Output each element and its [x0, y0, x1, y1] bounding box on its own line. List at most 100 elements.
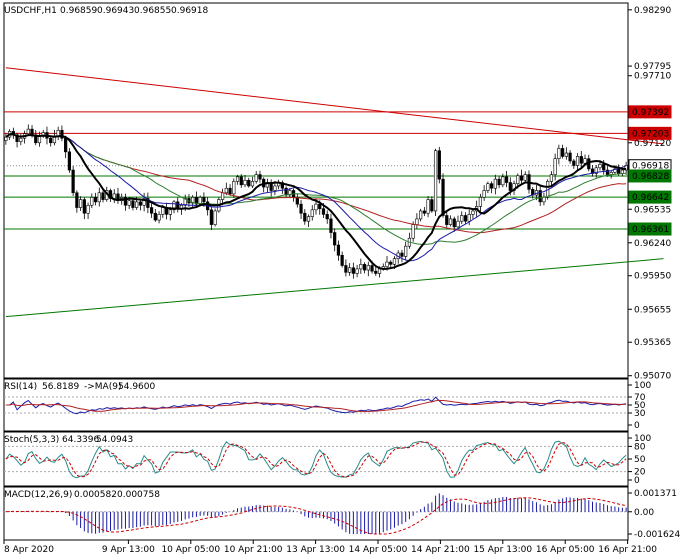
candle-body-50: [191, 197, 195, 204]
candle-body-118: [445, 215, 449, 225]
price-tick-label-12: 0.95950: [634, 272, 671, 282]
candle-body-19: [75, 192, 79, 208]
candle-body-48: [183, 198, 187, 206]
candle-body-15: [60, 129, 64, 139]
candle-body-22: [86, 204, 90, 214]
candle-body-117: [441, 178, 445, 216]
candle-body-111: [419, 210, 423, 220]
candle-body-135: [508, 182, 512, 191]
candle-body-76: [288, 190, 292, 196]
candle-body-42: [161, 207, 165, 215]
price-tag-0: [628, 105, 672, 119]
candle-body-63: [239, 176, 243, 186]
price-tag-4: [628, 190, 672, 204]
panel-frame-0: [3, 2, 629, 379]
candle-body-83: [314, 203, 318, 211]
candle-body-138: [519, 175, 524, 181]
price-tag-label-5: 0.96361: [632, 225, 669, 235]
candle-body-102: [385, 261, 389, 267]
candle-body-40: [153, 212, 157, 221]
panel-2-tick-label-4: 0: [634, 476, 640, 486]
price-tick-label-5: 0.97120: [634, 139, 671, 149]
open-value: 0.96859: [60, 6, 97, 16]
candle-body-64: [243, 179, 247, 186]
candle-body-137: [516, 175, 520, 184]
candle-body-132: [497, 178, 501, 186]
candle-body-7: [30, 128, 34, 136]
candle-body-60: [228, 187, 232, 195]
candle-body-52: [198, 197, 202, 205]
candle-body-24: [93, 197, 98, 203]
price-tick-label-15: 0.95070: [634, 372, 671, 382]
macd-signal-value: 0.000758: [117, 490, 160, 500]
horizontal-levels: [4, 111, 628, 230]
candle-body-25: [97, 192, 101, 203]
time-axis: 8 Apr 2020 9 Apr 13:00 10 Apr 05:00 10 Apr …: [3, 540, 657, 555]
candle-body-147: [553, 158, 557, 175]
price-tick-label-0: 0.98290: [634, 6, 671, 16]
resistance-trend-line-0: [5, 67, 664, 145]
price-tag-label-1: 0.97203: [632, 129, 669, 139]
candle-body-148: [557, 148, 561, 159]
candle-body-152: [572, 160, 576, 166]
stoch-label: Stoch(5,3,3): [4, 435, 59, 445]
candle-body-88: [333, 232, 337, 246]
candle-body-99: [374, 270, 378, 274]
panel-1-tick-label-4: 0: [634, 421, 640, 431]
time-label-0: 8 Apr 2020: [4, 545, 54, 555]
candle-body-87: [329, 218, 333, 233]
candle-body-89: [336, 244, 341, 256]
candle-body-53: [202, 197, 206, 203]
candle-body-154: [579, 156, 583, 164]
time-label-3: 10 Apr 21:00: [224, 545, 283, 555]
candle-body-91: [344, 265, 348, 273]
candle-body-32: [123, 197, 128, 206]
candle-body-18: [71, 169, 75, 194]
candle-body-120: [452, 218, 456, 228]
candle-body-34: [131, 200, 135, 208]
candle-body-36: [138, 201, 142, 206]
candle-body-143: [538, 190, 542, 203]
candle-body-0: [4, 136, 8, 141]
ma-green-line: [5, 133, 627, 246]
trend-lines: [5, 67, 664, 318]
candle-body-130: [490, 183, 494, 189]
price-tick-label-1: 0.97795: [634, 62, 671, 72]
macd-value: 0.000582: [74, 490, 117, 500]
price-tick-label-9: 0.96535: [634, 205, 671, 215]
candle-body-74: [280, 182, 284, 189]
candle-body-84: [318, 203, 322, 209]
candle-body-80: [303, 212, 307, 222]
panel-1-tick-label-0: 100: [634, 381, 651, 391]
candle-body-66: [250, 181, 255, 187]
candle-body-90: [340, 254, 344, 266]
candle-body-131: [493, 178, 497, 189]
candle-body-62: [235, 176, 240, 182]
price-tick-label-11: 0.96240: [634, 239, 671, 249]
candle-body-116: [437, 150, 441, 180]
close-value: 0.96918: [171, 6, 208, 16]
candle-body-35: [135, 201, 139, 208]
panel-1-tick-label-2: 50: [634, 401, 646, 411]
candle-body-86: [325, 214, 329, 220]
macd-bars: [9, 493, 627, 534]
candle-body-98: [370, 265, 374, 272]
rsi-ma-line: [5, 399, 627, 413]
candle-body-33: [127, 200, 131, 206]
candle-body-125: [471, 210, 475, 215]
rsi-label: RSI(14): [4, 382, 37, 392]
price-tag-label-3: 0.96828: [632, 172, 669, 182]
candle-body-158: [594, 167, 598, 174]
candle-body-41: [157, 214, 161, 221]
candle-body-26: [101, 192, 105, 200]
candle-body-17: [67, 151, 71, 171]
candle-body-112: [422, 210, 426, 214]
rsi-value: 56.8189: [42, 382, 79, 392]
candle-body-107: [404, 245, 408, 257]
candle-body-51: [194, 197, 199, 205]
candle-body-106: [400, 252, 404, 257]
candle-body-139: [523, 174, 527, 181]
candle-body-67: [254, 174, 258, 182]
candle-body-151: [568, 152, 572, 162]
